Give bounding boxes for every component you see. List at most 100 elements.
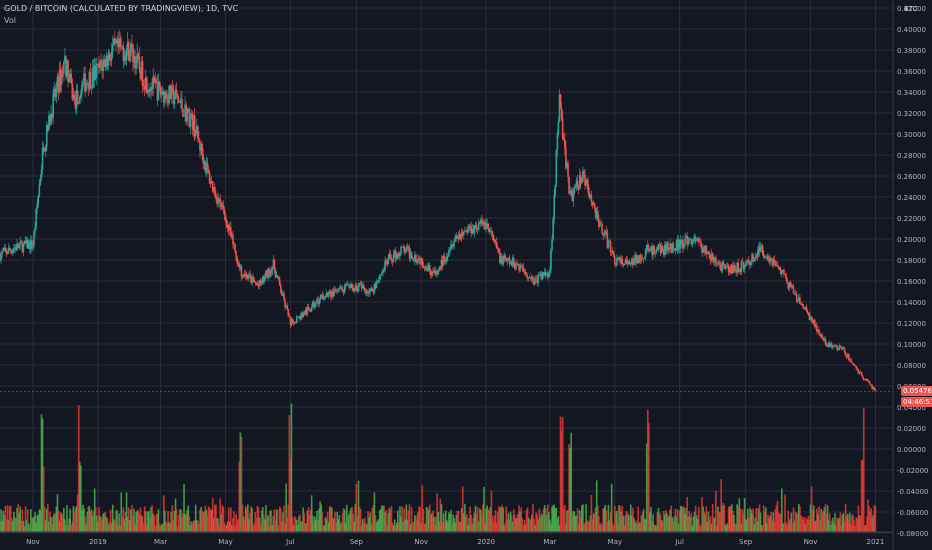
candle-body [205, 163, 208, 172]
volume-bar [354, 504, 357, 532]
volume-bar [86, 511, 89, 532]
volume-bar [36, 515, 39, 532]
candle-body [80, 93, 82, 97]
candle-body [484, 221, 486, 230]
price-axis[interactable]: 0.420000.400000.380000.360000.340000.320… [892, 0, 928, 550]
candle-body [700, 241, 702, 247]
volume-bar [516, 517, 518, 532]
volume-bar [126, 517, 129, 532]
volume-bar [46, 508, 48, 532]
candle-body [739, 268, 742, 273]
volume-bar [531, 514, 533, 532]
candle-body [848, 354, 850, 360]
candle-body [172, 87, 175, 104]
volume-bar [810, 486, 813, 532]
volume-bar [89, 511, 92, 532]
candle-body [208, 172, 211, 184]
volume-bar [457, 510, 460, 532]
candle-body [161, 91, 164, 95]
candle-body [799, 297, 801, 304]
candle-body [559, 94, 562, 109]
candle-body [342, 291, 345, 293]
volume-bar [124, 512, 127, 532]
candle-body [597, 210, 599, 220]
volume-bar [207, 506, 210, 532]
volume-bar [418, 506, 420, 532]
candle-body [442, 256, 445, 266]
volume-bar [242, 516, 245, 532]
volume-bar [621, 505, 624, 532]
candle-body [822, 337, 825, 341]
candle-body [846, 354, 849, 358]
volume-bar [850, 524, 852, 532]
candle-body [47, 124, 49, 131]
candle-body [376, 281, 379, 283]
volume-bar [309, 509, 312, 532]
candle-body [259, 280, 262, 283]
volume-bar [669, 509, 671, 532]
candle-body [564, 140, 566, 148]
candle-body [844, 352, 847, 356]
candle-body [55, 87, 58, 97]
candle-body [418, 258, 420, 260]
candle-body [240, 266, 243, 277]
candle-body [818, 329, 820, 334]
candle-body [325, 292, 328, 296]
candle-body [725, 265, 728, 267]
candle-body [395, 257, 398, 259]
volume-bar [581, 505, 583, 532]
volume-bar [43, 506, 46, 532]
volume-bar [68, 518, 70, 532]
candle-body [109, 59, 112, 61]
candle-body [32, 245, 34, 248]
candle-body [144, 77, 147, 90]
price-tick-label: 0.22000 [897, 215, 926, 223]
volume-bar [723, 505, 726, 532]
candle-body [544, 271, 547, 275]
candle-body [292, 322, 295, 324]
candle-body [537, 274, 540, 284]
volume-bar [717, 506, 719, 532]
volume-bar [612, 525, 615, 532]
volume-bar [623, 525, 626, 532]
candle-body [451, 244, 453, 247]
candle-body [330, 291, 332, 298]
candle-body [441, 259, 444, 266]
candle-body [100, 60, 102, 66]
volume-bar [109, 509, 112, 532]
volume-bar [716, 525, 718, 532]
candle-body [163, 91, 165, 103]
volume-bar [53, 513, 56, 532]
candle-body [635, 255, 637, 264]
volume-bar [49, 511, 51, 532]
candle-body [753, 259, 755, 262]
volume-bar [3, 514, 6, 532]
candle-body [485, 223, 487, 230]
volume-bar [708, 519, 711, 532]
volume-bar [120, 492, 123, 532]
candle-body [41, 147, 44, 170]
time-axis[interactable]: Nov 2019 Mar May Jul Sep Nov 2020 Mar May Jul Sep No… [0, 531, 893, 546]
volume-bar [487, 509, 490, 532]
volume-bar [197, 520, 199, 532]
candle-body [806, 309, 809, 313]
volume-bar [826, 505, 829, 532]
volume-bar [314, 516, 316, 532]
volume-bar [44, 520, 47, 532]
candle-body [664, 244, 666, 256]
volume-bar [562, 509, 565, 532]
candle-body [825, 343, 828, 347]
volume-bar [589, 515, 592, 532]
candle-body [562, 138, 565, 141]
candle-body [0, 253, 2, 261]
candle-body [793, 293, 796, 295]
candle-body [431, 271, 433, 276]
candle-body [819, 333, 821, 336]
volume-bar [788, 520, 791, 532]
volume-bar [84, 516, 86, 532]
candle-body [345, 284, 348, 286]
volume-bar [326, 512, 329, 532]
candle-body [74, 98, 77, 109]
volume-bar [791, 523, 794, 532]
